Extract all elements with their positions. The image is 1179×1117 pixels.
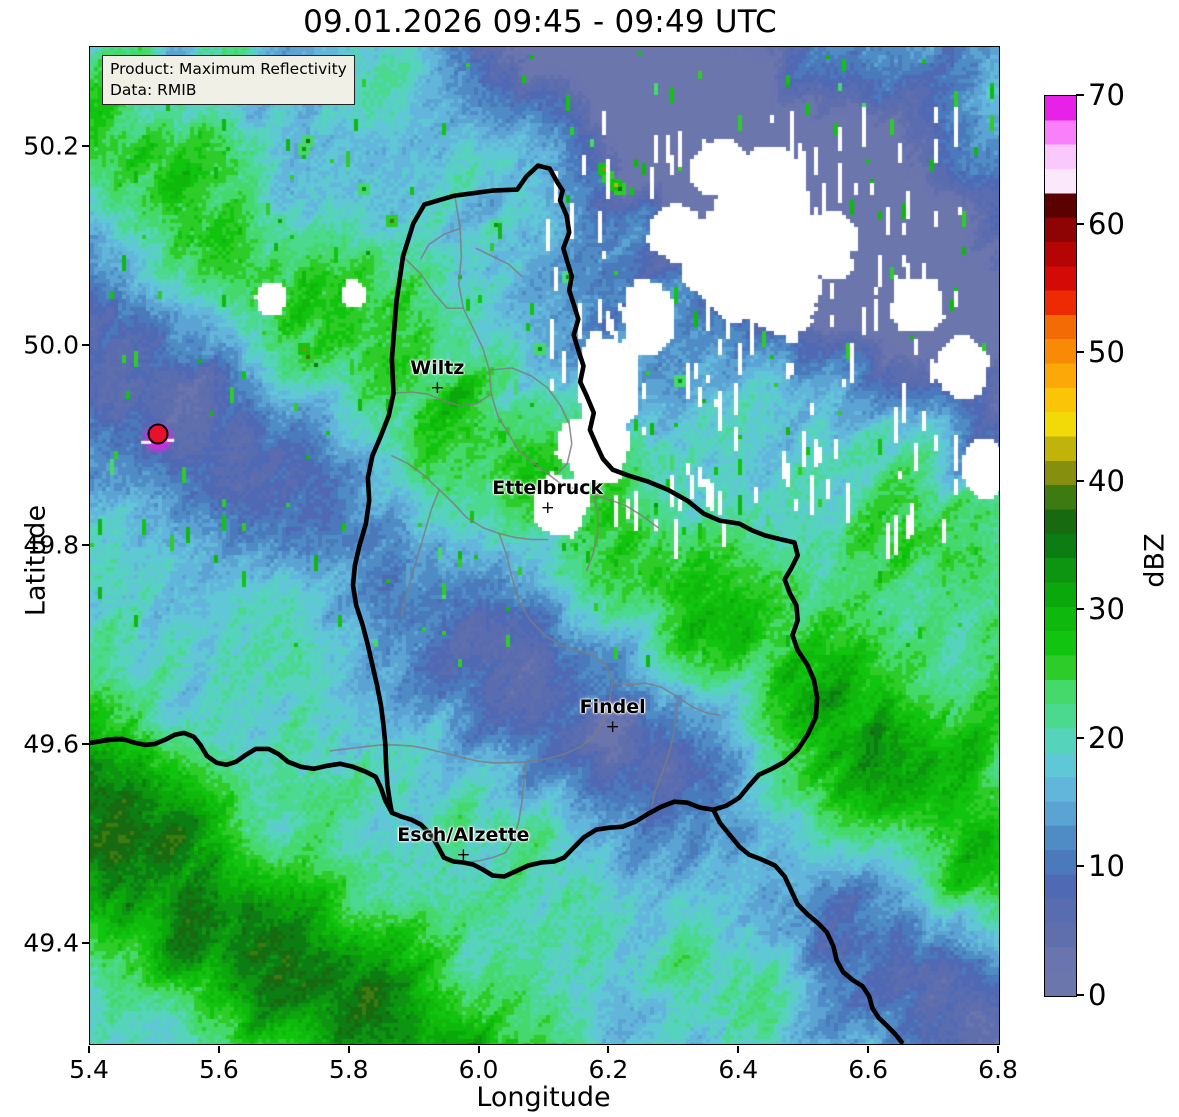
secondary-boundary-line <box>546 472 659 529</box>
x-axis-tick <box>607 1046 610 1053</box>
roads-layer <box>329 194 721 864</box>
secondary-boundary-line <box>504 760 526 854</box>
x-axis-tick-label: 6.6 <box>848 1055 889 1084</box>
y-axis-tick <box>82 543 89 546</box>
colorbar-tick <box>1076 608 1084 611</box>
x-axis-tick <box>88 1046 90 1053</box>
y-axis-tick-label: 50.2 <box>23 131 79 161</box>
colorbar-tick-label: 30 <box>1088 592 1125 627</box>
colorbar-gradient <box>1045 96 1076 996</box>
colorbar <box>1044 95 1077 997</box>
radar-site-marker[interactable] <box>147 423 169 445</box>
secondary-boundary-line <box>611 682 721 716</box>
secondary-boundary-line <box>585 492 599 572</box>
secondary-boundary-line <box>443 393 493 407</box>
x-axis-tick <box>217 1046 220 1053</box>
secondary-boundary-line <box>420 227 461 260</box>
data-source-line: Data: RMIB <box>110 80 197 99</box>
secondary-boundary-line <box>402 255 465 310</box>
page-title: 09.01.2026 09:45 - 09:49 UTC <box>303 4 777 40</box>
x-axis-tick <box>997 1046 999 1053</box>
secondary-boundary-line <box>454 194 549 475</box>
secondary-boundary-line <box>380 682 614 764</box>
x-axis-tick <box>477 1046 480 1053</box>
luxembourg-west-border <box>350 391 396 816</box>
colorbar-tick <box>1076 94 1084 96</box>
colorbar-tick <box>1076 736 1084 739</box>
secondary-boundary-line <box>394 391 445 402</box>
x-axis-tick <box>867 1046 870 1053</box>
colorbar-tick-label: 50 <box>1088 335 1125 370</box>
x-axis-title: Longitude <box>476 1082 611 1113</box>
radar-plot-area[interactable]: Product: Maximum Reflectivity Data: RMIB… <box>89 46 1000 1045</box>
colorbar-tick <box>1076 222 1084 225</box>
secondary-boundary-line <box>498 532 614 684</box>
product-info-box: Product: Maximum Reflectivity Data: RMIB <box>102 55 355 106</box>
secondary-boundary-line <box>475 247 523 278</box>
map-overlay-vectors <box>90 163 904 1044</box>
y-axis-tick <box>82 942 89 945</box>
colorbar-tick <box>1076 351 1084 354</box>
colorbar-title: dBZ <box>1139 533 1171 588</box>
x-axis-tick <box>737 1046 740 1053</box>
x-axis-tick-label: 5.4 <box>69 1055 109 1084</box>
y-axis-tick-label: 49.8 <box>23 530 79 559</box>
product-line: Product: Maximum Reflectivity <box>110 60 347 78</box>
x-axis-tick-label: 5.6 <box>198 1055 239 1084</box>
luxembourg-national-border <box>90 163 820 879</box>
y-axis-title: Latitude <box>20 504 52 617</box>
belgium-france-border <box>90 736 125 746</box>
germany-luxembourg-border <box>710 807 904 1044</box>
x-axis-tick-label: 5.8 <box>328 1055 369 1084</box>
secondary-boundary-line <box>329 744 382 752</box>
y-axis-tick <box>82 144 89 147</box>
secondary-boundary-line <box>391 454 549 541</box>
y-axis-tick-label: 49.6 <box>23 729 79 759</box>
secondary-boundary-line <box>488 367 562 407</box>
y-axis-tick-label: 50.0 <box>23 330 79 360</box>
radar-reflectivity-image <box>90 47 999 1044</box>
colorbar-tick-label: 10 <box>1088 849 1125 884</box>
colorbar-tick <box>1076 865 1084 868</box>
secondary-boundary-line <box>400 488 441 619</box>
x-axis-tick-label: 6.0 <box>458 1055 499 1084</box>
colorbar-tick-label: 0 <box>1088 978 1107 1012</box>
x-axis-tick-label: 6.4 <box>718 1055 759 1084</box>
secondary-boundary-line <box>650 696 679 808</box>
secondary-boundary-line <box>556 405 573 475</box>
secondary-boundary-line <box>465 851 507 864</box>
country-border-layer <box>90 163 904 1044</box>
colorbar-tick-label: 20 <box>1088 720 1125 755</box>
y-axis-tick <box>82 742 89 745</box>
colorbar-tick <box>1076 479 1084 482</box>
x-axis-tick-label: 6.8 <box>978 1055 1018 1084</box>
y-axis-tick-label: 49.4 <box>23 928 79 958</box>
x-axis-tick <box>347 1046 350 1053</box>
x-axis-tick-label: 6.2 <box>588 1055 629 1084</box>
colorbar-tick-label: 70 <box>1088 78 1125 112</box>
colorbar-tick <box>1076 994 1084 996</box>
y-axis-tick <box>82 344 89 347</box>
colorbar-tick-label: 60 <box>1088 206 1125 241</box>
colorbar-tick-label: 40 <box>1088 463 1125 498</box>
